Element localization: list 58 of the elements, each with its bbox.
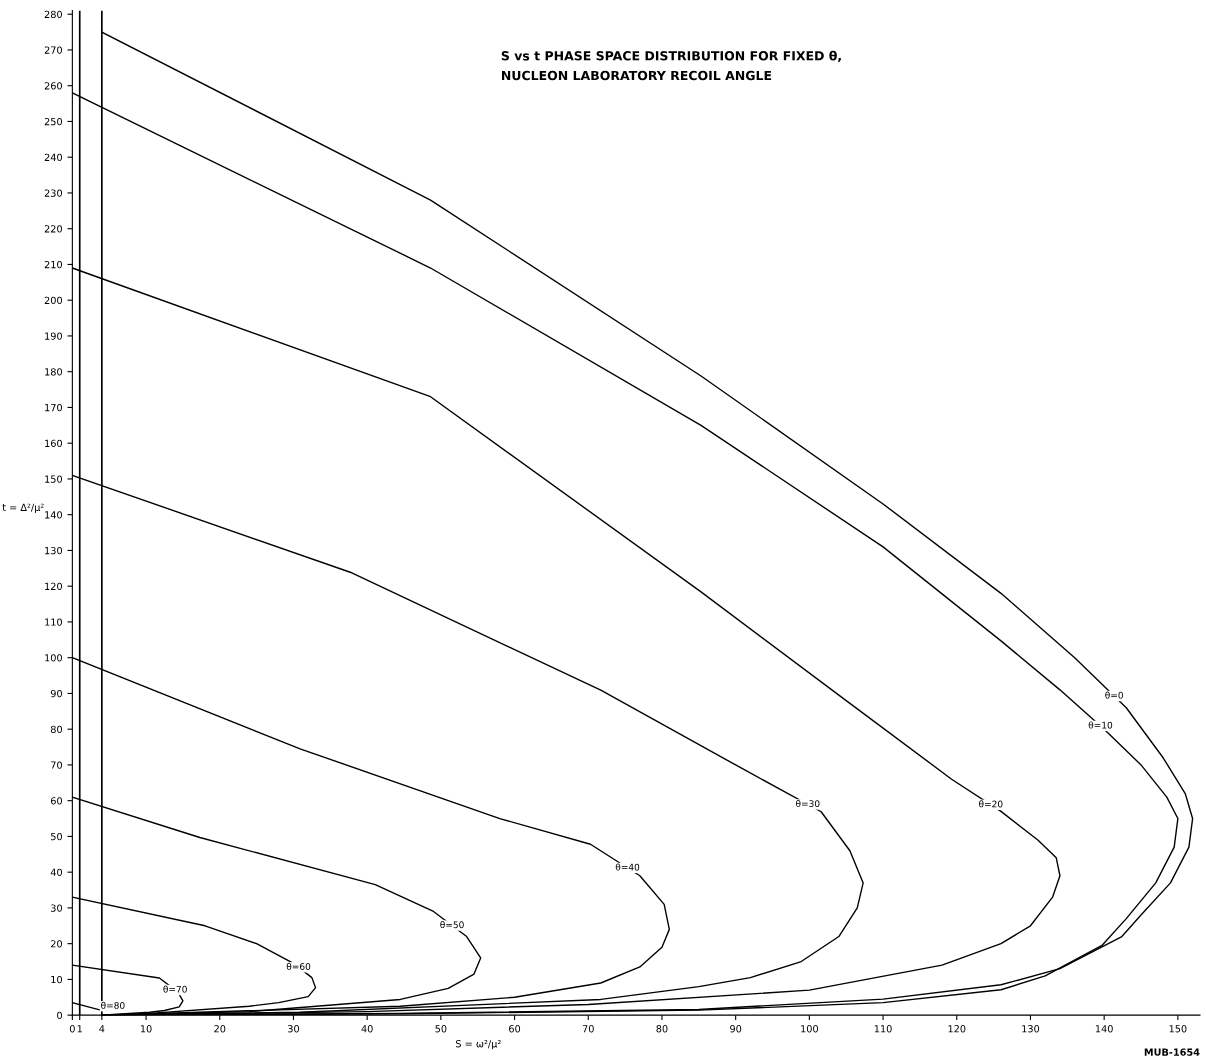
y-tick-label: 0	[57, 1011, 62, 1019]
x-tick-label: 40	[361, 1025, 373, 1033]
y-tick-label: 10	[51, 975, 62, 984]
y-tick-label: 230	[44, 189, 62, 197]
y-tick-label: 140	[45, 511, 62, 519]
y-tick-label: 270	[44, 46, 62, 54]
x-tick-label: 20	[214, 1025, 226, 1033]
x-tick-label: 140	[1095, 1025, 1113, 1033]
y-tick-label: 240	[44, 153, 62, 162]
x-tick-label: 70	[582, 1025, 594, 1033]
y-tick-label: 70	[51, 761, 62, 769]
y-axis-title: t = Δ²/μ²	[2, 503, 44, 513]
y-tick-label: 150	[45, 475, 62, 483]
y-tick-label: 250	[44, 117, 62, 126]
y-tick-label: 20	[50, 940, 62, 948]
x-tick-label: 120	[948, 1025, 966, 1033]
series-label: θ=50	[440, 921, 464, 929]
x-tick-label: 110	[874, 1025, 892, 1033]
series-label: θ=0	[1105, 691, 1123, 699]
x-tick-label: 4	[99, 1025, 105, 1033]
y-tick-label: 130	[45, 546, 62, 555]
x-axis-title: S = ω²/μ²	[455, 1040, 501, 1050]
y-tick-label: 160	[45, 439, 62, 448]
series-label: θ=20	[979, 800, 1003, 808]
y-tick-label: 190	[45, 332, 62, 340]
x-tick-label: 10	[140, 1025, 152, 1033]
y-tick-label: 220	[44, 225, 62, 233]
y-tick-label: 80	[50, 725, 62, 734]
x-tick-label: 30	[288, 1025, 299, 1033]
x-tick-label: 0	[69, 1025, 75, 1033]
series-label: θ=60	[286, 962, 311, 970]
y-tick-label: 40	[50, 868, 62, 876]
y-tick-label: 120	[45, 582, 62, 591]
y-tick-label: 30	[51, 904, 62, 912]
x-tick-label: 130	[1022, 1025, 1040, 1033]
x-tick-label: 100	[801, 1025, 818, 1033]
x-tick-label: 1	[77, 1025, 82, 1033]
y-tick-label: 100	[45, 654, 62, 662]
text: S vs t PHASE SPACE DISTRIBUTION FOR FIXED θ, NUCLEON LABORATORY RECOIL ANGLE	[501, 50, 841, 81]
y-tick-label: 110	[45, 618, 62, 626]
y-tick-label: 260	[44, 82, 62, 90]
text: MUB-1654	[1144, 1048, 1200, 1056]
y-tick-label: 210	[44, 260, 62, 269]
x-tick-label: 50	[435, 1025, 447, 1033]
series-label: θ=30	[796, 800, 820, 808]
x-tick-label: 60	[509, 1025, 521, 1033]
series-label: θ=80	[101, 1001, 125, 1009]
y-tick-label: 200	[44, 296, 62, 305]
series-label: θ=40	[615, 863, 640, 871]
y-tick-label: 90	[50, 689, 62, 698]
x-tick-label: 80	[656, 1025, 668, 1033]
y-tick-label: 280	[44, 10, 62, 19]
y-tick-label: 50	[51, 832, 62, 841]
x-tick-label: 150	[1169, 1025, 1187, 1033]
x-tick-label: 90	[730, 1025, 742, 1033]
y-tick-label: 170	[45, 403, 62, 412]
y-tick-label: 180	[45, 368, 62, 376]
y-tick-label: 60	[50, 797, 62, 805]
